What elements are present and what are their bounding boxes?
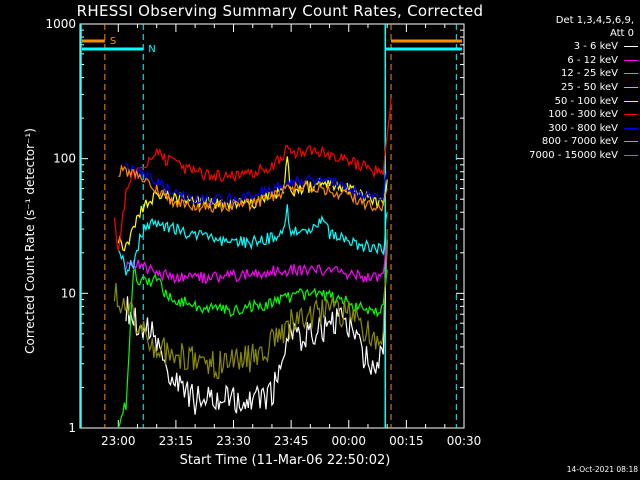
legend-item: 100 - 300 keV — [468, 108, 638, 122]
legend-swatch — [624, 59, 638, 61]
legend-swatch — [624, 100, 638, 102]
legend-label: 12 - 25 keV — [560, 68, 618, 80]
marker-label-n: N — [148, 44, 155, 55]
legend-header: Det 1,3,4,5,6,9, Att 0 — [470, 14, 634, 40]
series-line-7000-15000-kev — [113, 229, 388, 379]
legend-header-line-2: Att 0 — [609, 28, 634, 39]
legend-label: 300 - 800 keV — [548, 122, 618, 134]
legend-item: 800 - 7000 keV — [468, 135, 638, 149]
series-line-12-25-kev — [117, 268, 388, 429]
legend-label: 25 - 50 keV — [560, 82, 618, 94]
legend-swatch — [624, 155, 638, 157]
legend-label: 3 - 6 keV — [573, 41, 618, 53]
legend-item: 6 - 12 keV — [468, 54, 638, 68]
plot-frame — [79, 23, 465, 429]
series-line-6-12-kev — [125, 239, 388, 285]
series-line-800-7000-kev — [118, 163, 388, 214]
y-tick-label: 1 — [68, 421, 76, 435]
series-line-100-300-kev — [113, 98, 392, 252]
series-line-25-50-kev — [117, 204, 388, 276]
x-tick-label: 00:30 — [447, 434, 482, 448]
legend-swatch — [624, 73, 638, 75]
x-tick-label: 23:45 — [274, 434, 309, 448]
legend-item: 3 - 6 keV — [468, 40, 638, 54]
y-tick-label: 10 — [61, 286, 76, 300]
legend-label: 50 - 100 keV — [554, 95, 618, 107]
legend-swatch — [624, 87, 638, 89]
x-tick-label: 00:00 — [331, 434, 366, 448]
legend-header-line-1: Det 1,3,4,5,6,9, — [555, 15, 634, 26]
legend-item: 300 - 800 keV — [468, 122, 638, 136]
legend-label: 100 - 300 keV — [548, 109, 618, 121]
legend-label: 7000 - 15000 keV — [529, 150, 618, 162]
legend: 3 - 6 keV 6 - 12 keV 12 - 25 keV 25 - 50 ke… — [468, 40, 638, 162]
legend-item: 7000 - 15000 keV — [468, 149, 638, 163]
legend-item: 25 - 50 keV — [468, 81, 638, 95]
x-tick-label: 00:15 — [389, 434, 424, 448]
legend-swatch — [624, 114, 638, 116]
legend-label: 6 - 12 keV — [567, 54, 618, 66]
legend-swatch — [624, 46, 638, 48]
legend-swatch — [624, 141, 638, 143]
chart-title: RHESSI Observing Summary Count Rates, Co… — [76, 2, 484, 20]
legend-swatch — [624, 127, 638, 129]
x-axis-label: Start Time (11-Mar-06 22:50:02) — [179, 453, 391, 468]
y-tick-label: 100 — [53, 152, 76, 166]
x-tick-label: 23:00 — [101, 434, 136, 448]
y-tick-label: 1000 — [45, 17, 76, 31]
series-line-300-800-kev — [125, 162, 388, 208]
timestamp: 14-Oct-2021 08:18 — [566, 465, 638, 474]
x-tick-label: 23:15 — [159, 434, 194, 448]
x-tick-label: 23:30 — [216, 434, 251, 448]
series-line-3-6-kev — [125, 239, 388, 415]
legend-item: 50 - 100 keV — [468, 94, 638, 108]
legend-item: 12 - 25 keV — [468, 67, 638, 81]
marker-label-s: S — [110, 36, 116, 47]
legend-label: 800 - 7000 keV — [541, 136, 618, 148]
